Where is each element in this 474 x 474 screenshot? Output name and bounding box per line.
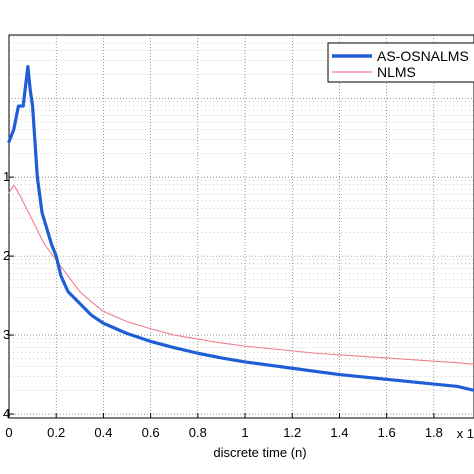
x-tick-label: 1.6 [378,425,396,440]
legend-label-nlms: NLMS [377,64,416,80]
plot-frame [8,34,474,419]
x-tick-label: 0.8 [189,425,207,440]
legend-label-as-osnalms: AS-OSNALMS [377,48,469,64]
legend: AS-OSNALMS NLMS [327,42,474,83]
x-tick-label: 1.4 [330,425,348,440]
series-line-nlms [8,184,474,365]
x-multiplier-label: x 1 [457,426,474,441]
x-tick-label: 0.6 [142,425,160,440]
y-tick-label: 2 [3,248,10,263]
y-tick-label: 3 [3,327,10,342]
series-layer [7,64,474,392]
y-tick-label: 4 [3,406,10,421]
series-line-as-osnalms [7,64,474,392]
y-tick-label: 1 [3,169,10,184]
x-tick-label: 1.8 [425,425,443,440]
axes-layer: 0 0.2 0.4 0.6 0.8 1 1.2 1.4 1.6 1.8 1 2 3 4 [3,169,443,440]
x-axis-label: discrete time (n) [213,445,306,460]
grid [9,35,474,418]
x-tick-label: 0 [5,425,12,440]
legend-box [327,42,474,83]
x-tick-label: 1 [241,425,248,440]
x-tick-label: 0.4 [94,425,112,440]
x-tick-label: 0.2 [47,425,65,440]
x-tick-label: 1.2 [283,425,301,440]
